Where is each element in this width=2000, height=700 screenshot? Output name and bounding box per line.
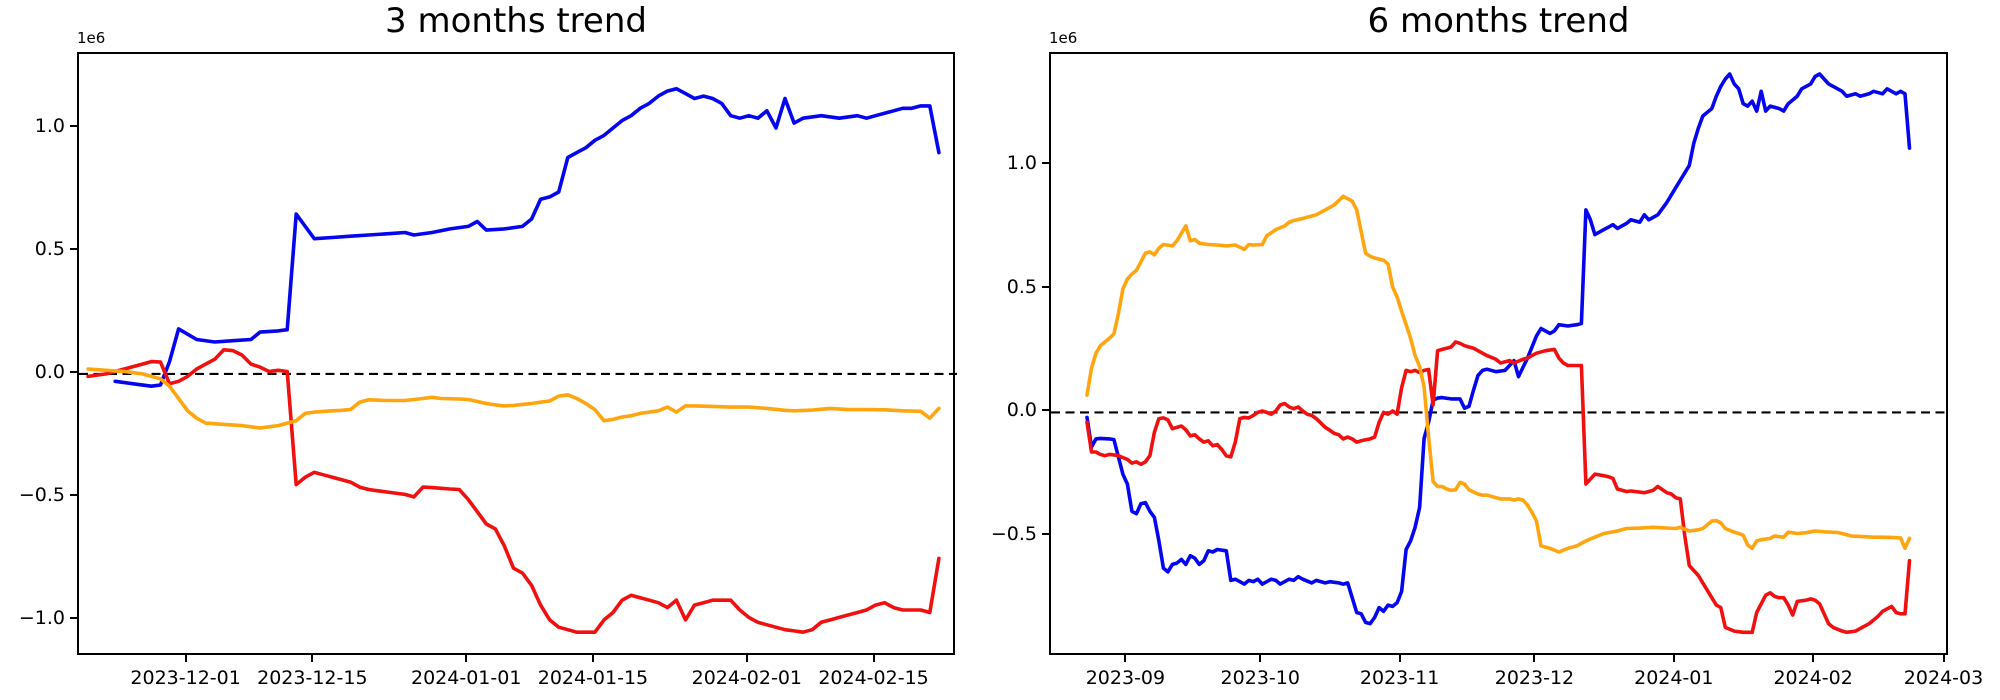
series-line-red bbox=[1085, 340, 1912, 635]
x-tick-mark bbox=[1812, 655, 1815, 662]
y-tick-label: 0.5 bbox=[1006, 275, 1037, 298]
y-tick-mark bbox=[1042, 162, 1049, 165]
x-tick-mark bbox=[1124, 655, 1127, 662]
y-tick-mark bbox=[70, 247, 77, 250]
x-tick-label: 2024-02-01 bbox=[691, 667, 803, 689]
x-tick-mark bbox=[1398, 655, 1401, 662]
x-tick-label: 2024-03 bbox=[1903, 667, 1984, 689]
x-tick-mark bbox=[1672, 655, 1675, 662]
plot-area-3-months bbox=[77, 52, 957, 655]
x-tick-label: 2023-12-15 bbox=[257, 667, 368, 689]
x-tick-label: 2024-02-15 bbox=[818, 667, 929, 689]
y-tick-label: 1.0 bbox=[34, 115, 65, 138]
trend-6m-canvas bbox=[1051, 72, 1950, 635]
series-line-orange bbox=[86, 367, 941, 430]
x-tick-mark bbox=[591, 655, 594, 662]
y-tick-mark bbox=[1042, 532, 1049, 535]
y-tick-label: −0.5 bbox=[990, 522, 1037, 545]
chart-title-6-months: 6 months trend bbox=[1367, 1, 1630, 41]
y-tick-label: −1.0 bbox=[18, 606, 65, 629]
x-tick-label: 2023-12-01 bbox=[130, 667, 241, 689]
y-tick-mark bbox=[1042, 409, 1049, 412]
series-line-blue bbox=[113, 86, 941, 389]
x-tick-label: 2024-01-01 bbox=[410, 667, 522, 689]
y-tick-mark bbox=[1042, 285, 1049, 288]
x-tick-label: 2024-02 bbox=[1773, 667, 1853, 689]
series-line-orange bbox=[1085, 194, 1912, 554]
y-tick-mark bbox=[70, 493, 77, 496]
series-line-red bbox=[86, 347, 941, 635]
y-tick-label: 0.0 bbox=[34, 360, 65, 383]
x-tick-label: 2024-01-15 bbox=[537, 667, 649, 689]
x-tick-mark bbox=[465, 655, 468, 662]
x-tick-mark bbox=[1259, 655, 1262, 662]
y-tick-label: 1.0 bbox=[1006, 152, 1037, 175]
y-tick-mark bbox=[70, 616, 77, 619]
x-tick-mark bbox=[184, 655, 187, 662]
x-tick-label: 2024-01 bbox=[1634, 667, 1714, 689]
x-tick-mark bbox=[311, 655, 314, 662]
y-tick-label: 0.0 bbox=[1006, 399, 1037, 422]
y-axis-offset-label: 1e6 bbox=[1049, 29, 1078, 47]
y-tick-label: −0.5 bbox=[18, 483, 65, 506]
trend-3m-canvas bbox=[79, 86, 957, 635]
y-tick-mark bbox=[70, 125, 77, 128]
y-tick-label: 0.5 bbox=[34, 237, 65, 260]
chart-title-3-months: 3 months trend bbox=[385, 1, 647, 41]
x-tick-label: 2023-11 bbox=[1359, 667, 1440, 689]
series-line-blue bbox=[1085, 72, 1912, 626]
x-tick-mark bbox=[872, 655, 875, 662]
x-tick-label: 2023-12 bbox=[1494, 667, 1575, 689]
x-tick-mark bbox=[1942, 655, 1945, 662]
y-axis-offset-label: 1e6 bbox=[77, 29, 106, 47]
x-tick-mark bbox=[745, 655, 748, 662]
x-tick-mark bbox=[1533, 655, 1536, 662]
y-tick-mark bbox=[70, 370, 77, 373]
plot-area-6-months bbox=[1049, 52, 1950, 655]
x-tick-label: 2023-09 bbox=[1085, 667, 1166, 689]
x-tick-label: 2023-10 bbox=[1220, 667, 1300, 689]
